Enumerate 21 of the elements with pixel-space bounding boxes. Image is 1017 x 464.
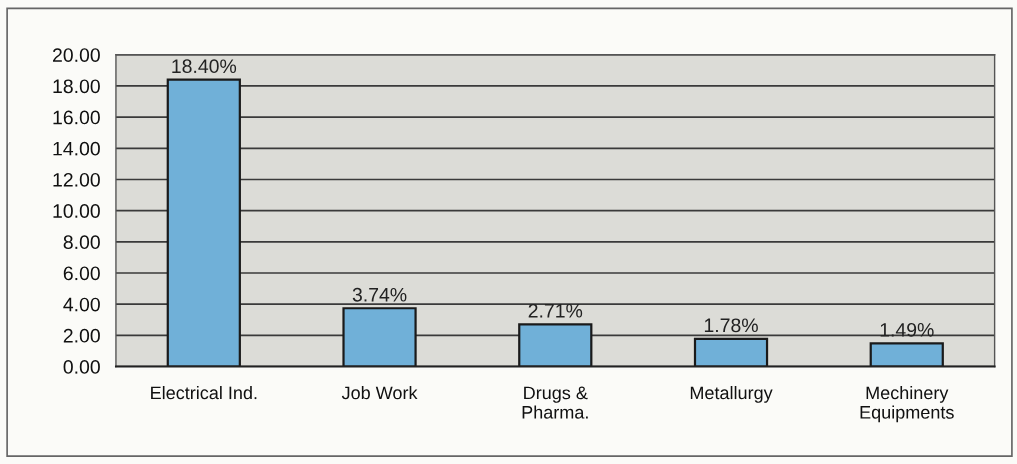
data-label: 3.74% [352, 287, 407, 302]
x-tick-label: Mechinery Equipments [860, 386, 954, 423]
data-label: 18.40% [172, 59, 237, 74]
data-label: 1.78% [704, 318, 758, 333]
y-tick-label: 8.00 [63, 235, 100, 250]
data-label: 1.49% [880, 322, 934, 337]
y-tick-label: 6.00 [63, 266, 100, 281]
y-tick-label: 4.00 [63, 297, 100, 312]
y-tick-label: 12.00 [53, 172, 100, 187]
x-tick-label: Drugs & Pharma. [522, 386, 588, 419]
y-tick-label: 0.00 [63, 360, 100, 374]
y-tick-label: 10.00 [53, 204, 100, 218]
y-tick-label: 18.00 [53, 79, 100, 94]
x-tick-label: Electrical Ind. [151, 386, 257, 400]
y-tick-label: 20.00 [52, 48, 100, 62]
x-tick-label: Metallurgy [690, 386, 773, 403]
y-tick-label: 16.00 [53, 110, 100, 125]
y-tick-label: 14.00 [53, 141, 100, 156]
data-label: 2.71% [528, 303, 583, 318]
x-tick-label: Job Work [341, 386, 418, 400]
y-tick-label: 2.00 [63, 328, 100, 343]
